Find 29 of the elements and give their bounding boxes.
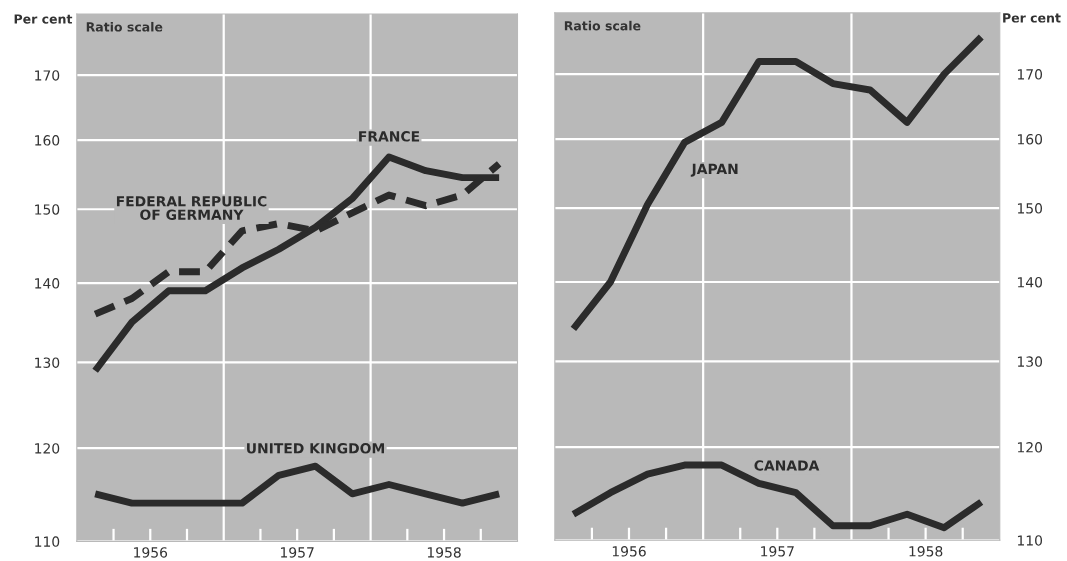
x-tick-label: 1957 bbox=[281, 547, 314, 558]
x-tick-label: 1958 bbox=[427, 547, 461, 558]
y-tick-label: 170 bbox=[1017, 69, 1043, 80]
y-axis-title: Per cent bbox=[1003, 13, 1061, 23]
y-tick-label: 150 bbox=[1017, 203, 1043, 214]
series-label: JAPAN bbox=[690, 163, 738, 177]
series-label: UNITED KINGDOM bbox=[247, 443, 384, 454]
x-tick-label: 1956 bbox=[134, 547, 168, 558]
y-tick-label: 120 bbox=[1017, 442, 1043, 453]
annotation: Ratio scale bbox=[564, 20, 641, 31]
x-tick-label: 1957 bbox=[761, 546, 794, 557]
y-tick-label: 150 bbox=[35, 204, 60, 215]
series-label: CANADA bbox=[754, 460, 820, 471]
y-tick-label: 140 bbox=[35, 278, 60, 289]
y-tick-label: 170 bbox=[35, 70, 60, 81]
y-tick-label: 130 bbox=[35, 357, 60, 368]
y-axis-title: Per cent bbox=[14, 14, 73, 24]
series-label: FRANCE bbox=[359, 131, 420, 142]
y-tick-label: 120 bbox=[35, 443, 60, 454]
y-tick-label: 130 bbox=[1017, 356, 1043, 367]
y-tick-label: 140 bbox=[1017, 276, 1043, 288]
y-tick-label: 160 bbox=[1017, 133, 1043, 145]
x-tick-label: 1956 bbox=[612, 546, 646, 557]
y-tick-label: 110 bbox=[35, 536, 60, 547]
series-label: FEDERAL REPUBLIC OF GERMANY bbox=[116, 196, 267, 220]
annotation: Ratio scale bbox=[86, 21, 163, 32]
y-tick-label: 110 bbox=[1017, 535, 1043, 546]
y-tick-label: 160 bbox=[35, 135, 60, 146]
x-tick-label: 1958 bbox=[909, 546, 943, 557]
